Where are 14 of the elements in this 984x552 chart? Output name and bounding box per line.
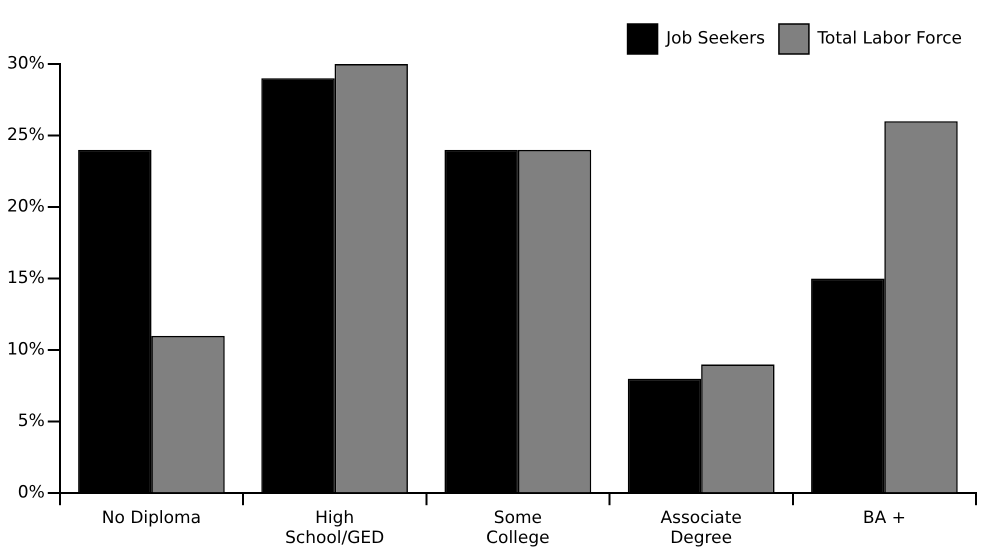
x-tick-label: Some College [486,508,550,548]
legend-label: Job Seekers [665,28,766,48]
y-tick-label: 0% [18,482,45,503]
y-tick-label: 30% [6,53,45,74]
x-tick-label: No Diploma [102,508,202,528]
legend-label: Total Labor Force [816,28,962,48]
x-tick-label: BA + [862,508,906,528]
y-tick-label: 20% [6,196,45,216]
x-tick-label: High School/GED [285,508,384,548]
x-tick-label: Associate Degree [660,508,742,548]
y-tick-label: 5% [18,411,45,432]
y-tick-label: 25% [6,124,45,145]
y-tick-label: 15% [6,268,45,288]
y-tick-label: 10% [6,340,45,360]
